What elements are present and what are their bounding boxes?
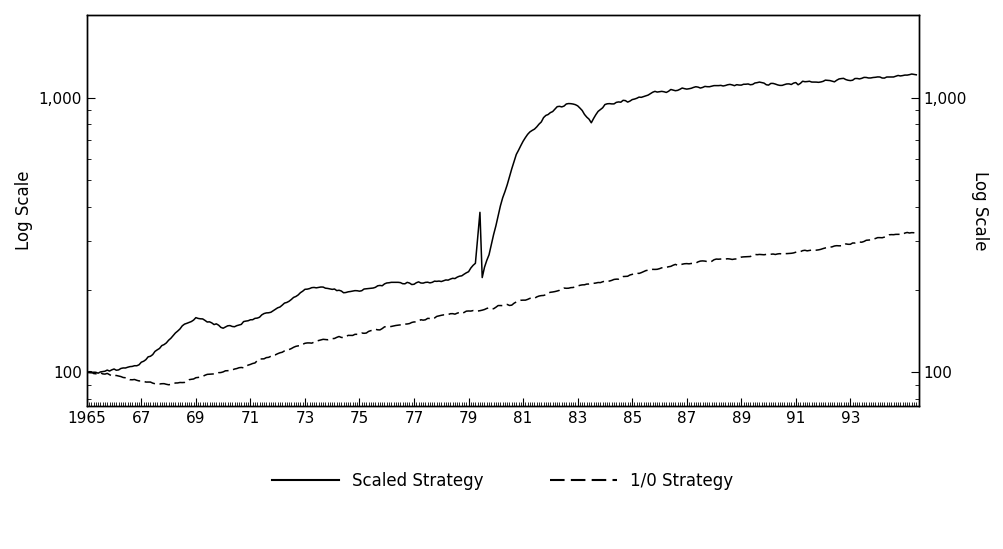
Y-axis label: Log Scale: Log Scale [15, 171, 33, 250]
Y-axis label: Log Scale: Log Scale [970, 171, 988, 250]
Legend: Scaled Strategy, 1/0 Strategy: Scaled Strategy, 1/0 Strategy [265, 466, 739, 497]
